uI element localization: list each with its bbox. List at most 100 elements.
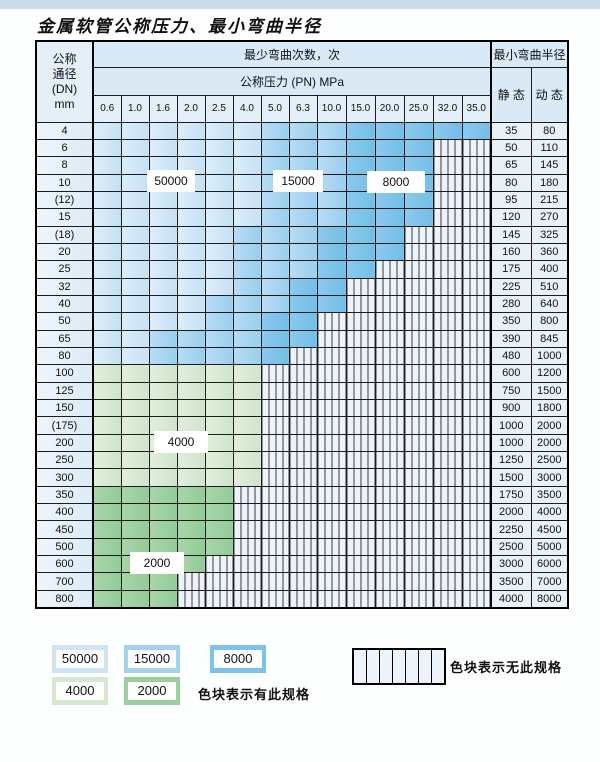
spec-cell	[92, 381, 122, 401]
nominal-pressure-header: 公称压力 (PN) MPa	[92, 66, 492, 96]
spec-cell	[232, 346, 262, 366]
no-spec-cell	[461, 190, 492, 210]
table-row: 450 2250 4500	[35, 520, 569, 539]
no-spec-cell	[461, 589, 492, 609]
spec-cell	[92, 156, 122, 175]
legend-hatch-box	[352, 648, 446, 685]
spec-cell	[120, 121, 150, 140]
no-spec-cell	[432, 398, 463, 418]
spec-cell	[148, 589, 178, 609]
legend-swatch-label: 15000	[128, 650, 176, 668]
spec-cell	[374, 225, 405, 244]
overlay-label-8000: 8000	[368, 172, 424, 192]
pressure-tick: 10.0	[316, 94, 347, 123]
spec-table: 公称 通径 (DN) mm 最少弯曲次数，次 最小弯曲半径 公称压力 (PN) …	[35, 40, 569, 609]
spec-cell	[148, 294, 178, 314]
no-spec-cell	[345, 520, 376, 539]
table-row: 32 225 510	[35, 277, 569, 296]
spec-cell	[204, 520, 234, 539]
spec-cell	[288, 329, 318, 348]
static-radius-cell: 3000	[490, 555, 532, 574]
spec-cell	[204, 381, 234, 401]
no-spec-cell	[461, 485, 492, 505]
no-spec-cell	[432, 225, 463, 244]
legend-swatch-label: 50000	[56, 650, 104, 668]
pressure-tick: 25.0	[403, 94, 434, 123]
spec-cell	[204, 260, 234, 279]
no-spec-cell	[316, 520, 347, 539]
no-spec-cell	[288, 398, 318, 418]
pressure-tick-row: 0.6 1.0 1.6 2.0 2.5 4.0 5.0 6.3 10.0 15.0 20.0 25.0…	[36, 94, 568, 123]
spec-cell	[120, 468, 150, 487]
spec-cell	[120, 277, 150, 296]
no-spec-cell	[461, 537, 492, 557]
no-spec-cell	[403, 503, 434, 522]
no-spec-cell	[432, 329, 463, 348]
spec-cell	[260, 208, 290, 227]
spec-cell	[148, 277, 178, 296]
spec-cell	[232, 208, 262, 227]
legend-swatch-15000: 15000	[124, 645, 180, 673]
spec-cell	[232, 312, 262, 331]
overlay-label-15000: 15000	[274, 171, 322, 191]
spec-cell	[204, 173, 234, 192]
pressure-tick: 15.0	[345, 94, 376, 123]
spec-cell	[232, 329, 262, 348]
table-row: 4 35 80	[35, 121, 569, 140]
no-spec-cell	[345, 364, 376, 383]
spec-cell	[260, 225, 290, 244]
spec-cell	[148, 451, 178, 470]
spec-cell	[260, 121, 290, 140]
no-spec-cell	[403, 451, 434, 470]
no-spec-cell	[260, 398, 290, 418]
table-row: 40 280 640	[35, 294, 569, 314]
no-spec-cell	[461, 364, 492, 383]
no-spec-cell	[374, 537, 405, 557]
no-spec-cell	[432, 173, 463, 192]
no-spec-cell	[403, 520, 434, 539]
no-spec-cell	[288, 468, 318, 487]
dn-cell: 450	[35, 520, 94, 539]
overlay-label-4000: 4000	[155, 432, 207, 452]
no-spec-cell	[403, 485, 434, 505]
no-spec-cell	[232, 503, 262, 522]
spec-cell	[260, 312, 290, 331]
spec-cell	[204, 312, 234, 331]
spec-cell	[288, 242, 318, 262]
spec-cell	[92, 485, 122, 505]
dynamic-radius-cell: 4500	[530, 520, 569, 539]
no-spec-cell	[432, 537, 463, 557]
spec-cell	[345, 208, 376, 227]
spec-cell	[176, 398, 206, 418]
table-row: 50 350 800	[35, 312, 569, 331]
pressure-tick: 2.5	[204, 94, 234, 123]
no-spec-cell	[403, 225, 434, 244]
dynamic-radius-cell: 360	[530, 242, 569, 262]
no-spec-cell	[403, 381, 434, 401]
no-spec-cell	[432, 503, 463, 522]
spec-cell	[92, 555, 122, 574]
dynamic-radius-cell: 640	[530, 294, 569, 314]
no-spec-cell	[374, 260, 405, 279]
no-spec-cell	[374, 572, 405, 591]
static-radius-cell: 900	[490, 398, 532, 418]
spec-cell	[232, 242, 262, 262]
no-spec-cell	[461, 242, 492, 262]
no-spec-cell	[345, 433, 376, 453]
static-radius-cell: 1500	[490, 468, 532, 487]
spec-cell	[345, 225, 376, 244]
table-row: 25 175 400	[35, 260, 569, 279]
spec-cell	[260, 329, 290, 348]
no-spec-cell	[403, 346, 434, 366]
spec-cell	[260, 294, 290, 314]
spec-cell	[403, 138, 434, 158]
spec-cell	[148, 260, 178, 279]
no-spec-cell	[232, 485, 262, 505]
spec-cell	[92, 398, 122, 418]
dynamic-radius-cell: 80	[530, 121, 569, 140]
no-spec-cell	[374, 312, 405, 331]
spec-cell	[316, 277, 347, 296]
legend-swatch-label: 4000	[56, 682, 104, 700]
no-spec-cell	[374, 294, 405, 314]
no-spec-cell	[260, 468, 290, 487]
